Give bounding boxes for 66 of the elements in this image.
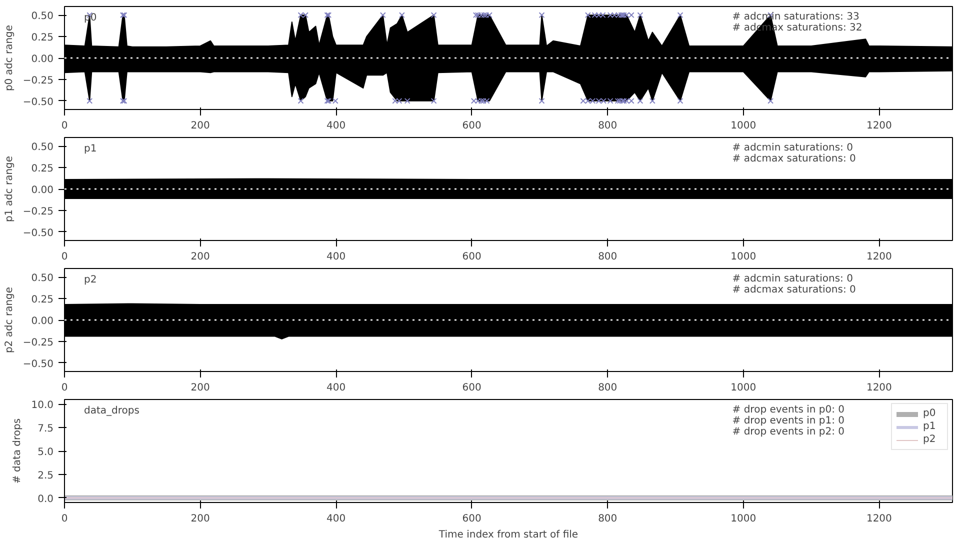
y-tick-label: −0.25 [22,337,54,348]
annotation: # drop events in p0: 0 [732,404,845,416]
y-tick-label: 5.0 [38,447,54,458]
y-tick-label: −0.50 [22,358,54,370]
x-tick-label: 0 [61,252,68,262]
x-tick-label: 800 [598,514,618,524]
annotation: data_drops [84,406,140,416]
y-tick-label: 7.5 [38,424,54,435]
x-tick-label: 200 [190,120,210,132]
x-tick-label: 800 [598,120,618,132]
y-tick-label: 2.5 [38,470,54,482]
x-tick-label: 600 [462,514,482,524]
y-tick-label: −0.50 [22,96,54,108]
x-tick-label: 1200 [866,382,892,394]
x-tick-label: 400 [326,252,346,262]
annotation: # drop events in p1: 0 [732,416,845,426]
x-tick-label: 400 [326,120,346,132]
y-axis-title: p1 adc range [4,156,15,222]
x-tick-label: 200 [190,382,210,394]
x-tick-label: 200 [190,514,210,524]
x-tick-label: 600 [462,252,482,262]
y-axis-title: p2 adc range [4,286,15,354]
x-tick-label: 1000 [730,120,756,132]
x-tick-label: 1200 [866,120,892,132]
y-tick-label: −0.50 [22,228,54,239]
y-tick-label: −0.25 [22,206,54,218]
x-tick-label: 1200 [866,252,892,262]
x-tick-label: 1000 [730,382,756,394]
x-tick-label: 0 [61,514,68,524]
annotation: # adcmax saturations: 0 [732,154,856,164]
x-tick-label: 1000 [730,252,756,262]
x-tick-label: 1000 [730,514,756,524]
y-tick-label: −0.25 [22,75,54,86]
y-tick-label: 0.25 [31,164,54,175]
annotation: p1 [84,144,97,154]
y-tick-label: 0.0 [38,494,54,505]
annotation: # adcmin saturations: 0 [732,274,853,284]
x-tick-label: 400 [326,514,346,524]
x-tick-label: 800 [598,382,618,394]
x-axis-title: Time index from start of file [438,530,578,540]
y-tick-label: 0.25 [31,294,54,306]
x-tick-label: 1200 [866,514,892,524]
y-tick-label: 10.0 [31,400,54,412]
annotation: p2 [84,274,97,286]
x-tick-label: 200 [190,252,210,262]
y-tick-label: 0.50 [31,11,54,22]
annotation: # adcmax saturations: 0 [732,284,856,296]
annotation: # adcmin saturations: 0 [732,142,853,154]
y-tick-label: 0.25 [31,32,54,44]
y-tick-label: 0.50 [31,273,54,284]
y-tick-label: 0.00 [31,185,54,196]
y-axis-title: p0 adc range [4,24,15,92]
legend-label: p0 [923,408,937,419]
annotation: # drop events in p2: 0 [732,426,845,438]
legend-label: p2 [923,434,937,445]
x-tick-label: 0 [61,382,68,394]
x-tick-label: 600 [462,120,482,132]
y-axis-title: # data drops [12,418,24,484]
y-tick-label: 0.00 [31,316,54,327]
x-tick-label: 800 [598,252,618,262]
x-tick-label: 400 [326,382,346,394]
x-tick-label: 600 [462,382,482,394]
legend-label: p1 [923,421,937,432]
y-tick-label: 0.00 [31,54,54,65]
y-tick-label: 0.50 [31,142,54,154]
x-tick-label: 0 [61,120,68,132]
